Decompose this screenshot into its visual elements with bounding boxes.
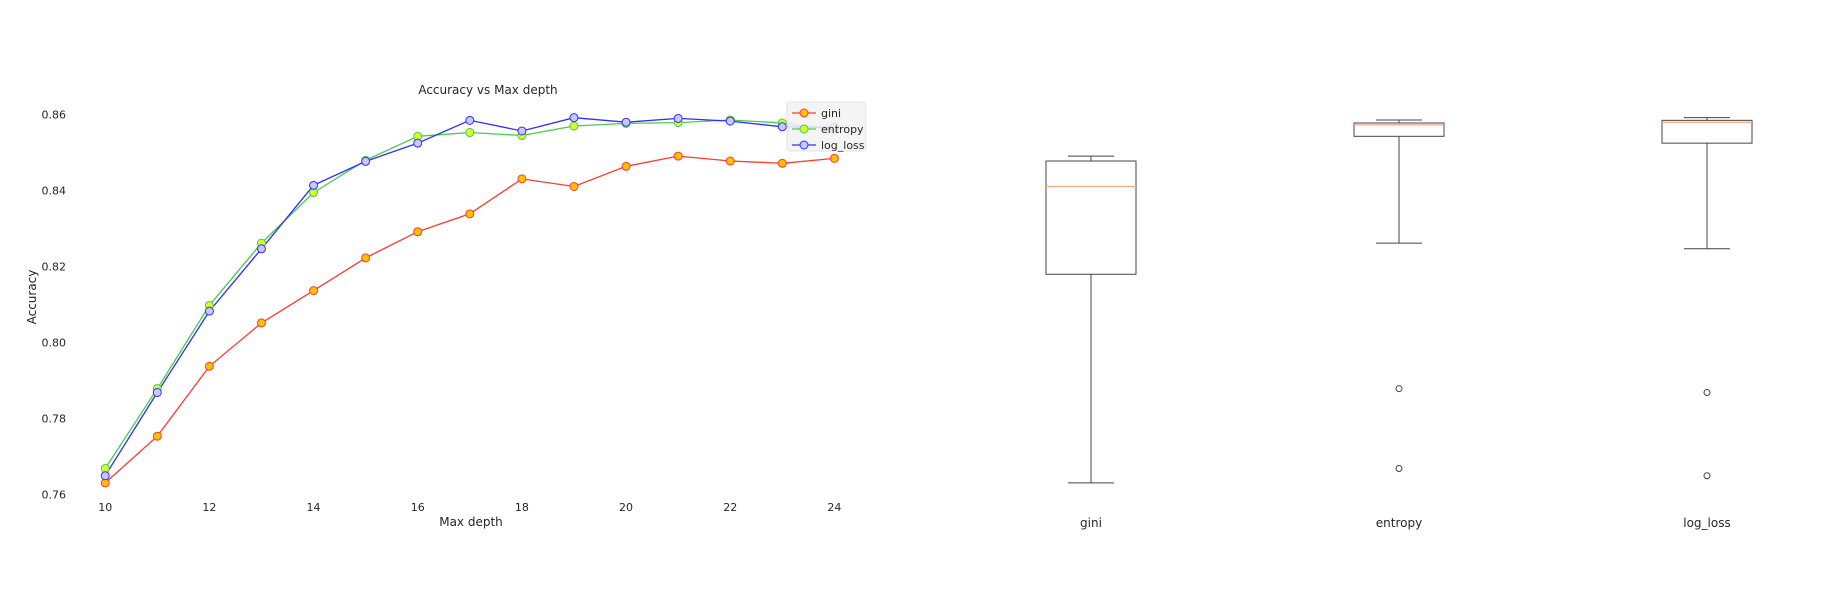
x-tick-label: 10 <box>98 501 112 514</box>
y-tick-label: 0.80 <box>42 337 67 350</box>
data-point-entropy <box>465 128 475 138</box>
x-tick-label: 20 <box>619 501 633 514</box>
data-point-entropy <box>569 121 579 131</box>
y-tick-labels: 0.76 0.78 0.80 0.82 0.84 0.86 <box>42 109 67 502</box>
data-point-gini <box>361 253 371 263</box>
x-tick-label: 14 <box>307 501 321 514</box>
data-point-log_loss <box>100 471 110 481</box>
data-point-log_loss <box>309 180 319 190</box>
data-point-gini <box>256 318 266 328</box>
data-point-log_loss <box>777 122 787 132</box>
line-chart-xlabel: Max depth <box>439 515 503 529</box>
outlier-point <box>1703 388 1711 396</box>
data-point-gini <box>621 161 631 171</box>
legend-label-log_loss: log_loss <box>821 139 865 152</box>
y-tick-label: 0.82 <box>42 261 67 274</box>
data-point-gini <box>725 156 735 166</box>
y-tick-label: 0.78 <box>42 413 67 426</box>
interquartile-box <box>1353 122 1445 137</box>
y-tick-label: 0.84 <box>42 185 67 198</box>
data-point-log_loss <box>152 387 162 397</box>
data-point-log_loss <box>465 115 475 125</box>
data-point-log_loss <box>673 113 683 123</box>
data-point-gini <box>465 209 475 219</box>
data-point-gini <box>204 361 214 371</box>
x-tick-label: 12 <box>202 501 216 514</box>
box-category-label: entropy <box>1376 516 1422 530</box>
data-point-gini <box>777 158 787 168</box>
legend-marker-log_loss <box>799 140 809 150</box>
line-chart-title: Accuracy vs Max depth <box>418 83 557 97</box>
x-tick-label: 22 <box>723 501 737 514</box>
outlier-point <box>1395 464 1403 472</box>
box-chart: gini entropy log_loss <box>1045 117 1753 530</box>
data-point-log_loss <box>256 244 266 254</box>
legend-label-entropy: entropy <box>821 123 864 136</box>
data-point-log_loss <box>569 113 579 123</box>
data-point-log_loss <box>725 116 735 126</box>
box-gini: gini <box>1045 155 1137 530</box>
x-tick-labels: 10 12 14 16 18 20 22 24 <box>98 501 841 514</box>
legend-marker-gini <box>799 108 809 118</box>
line-chart: Accuracy vs Max depth Max depth Accuracy… <box>25 83 867 529</box>
data-point-gini <box>673 151 683 161</box>
data-point-log_loss <box>517 126 527 136</box>
legend-label-gini: gini <box>821 107 841 120</box>
data-point-log_loss <box>621 117 631 127</box>
interquartile-box <box>1661 119 1753 144</box>
line-chart-ylabel: Accuracy <box>25 270 39 325</box>
data-point-gini <box>309 286 319 296</box>
y-tick-label: 0.86 <box>42 109 67 122</box>
x-tick-label: 18 <box>515 501 529 514</box>
y-tick-label: 0.76 <box>42 489 67 502</box>
data-point-gini <box>152 431 162 441</box>
outlier-point <box>1703 472 1711 480</box>
data-point-gini <box>413 227 423 237</box>
box-category-label: gini <box>1080 516 1102 530</box>
data-point-log_loss <box>204 306 214 316</box>
x-tick-label: 24 <box>827 501 841 514</box>
legend: gini entropy log_loss <box>786 101 867 152</box>
data-point-gini <box>569 181 579 191</box>
box-log_loss: log_loss <box>1661 117 1753 530</box>
box-entropy: entropy <box>1353 119 1445 530</box>
data-point-log_loss <box>361 156 371 166</box>
outlier-point <box>1395 385 1403 393</box>
x-tick-label: 16 <box>411 501 425 514</box>
data-point-gini <box>517 174 527 184</box>
data-point-gini <box>829 153 839 163</box>
interquartile-box <box>1045 160 1137 275</box>
box-category-label: log_loss <box>1683 516 1730 530</box>
data-point-log_loss <box>413 138 423 148</box>
legend-marker-entropy <box>799 124 809 134</box>
